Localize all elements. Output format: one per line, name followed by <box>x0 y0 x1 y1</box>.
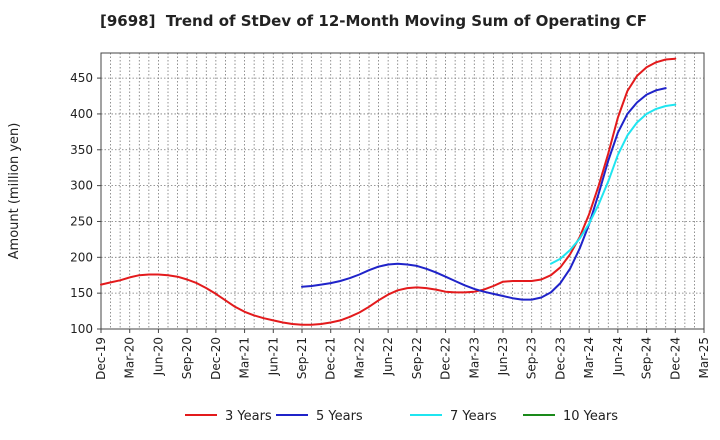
legend-label: 7 Years <box>450 409 497 424</box>
x-tick-label: Mar-22 <box>352 337 366 378</box>
x-tick-label: Mar-24 <box>582 337 596 378</box>
y-tick-label: 300 <box>70 179 93 193</box>
x-tick-label: Jun-23 <box>496 337 510 376</box>
x-tick-label: Jun-22 <box>381 337 395 376</box>
x-tick-label: Dec-22 <box>439 337 453 380</box>
x-tick-label: Sep-22 <box>410 337 424 379</box>
chart-title: [9698] Trend of StDev of 12-Month Moving… <box>100 12 648 30</box>
x-tick-label: Jun-24 <box>611 337 625 376</box>
x-tick-label: Dec-24 <box>668 337 682 380</box>
legend-label: 3 Years <box>225 409 272 424</box>
legend-label: 10 Years <box>563 409 618 424</box>
x-tick-label: Dec-21 <box>324 337 338 380</box>
x-tick-label: Sep-20 <box>180 337 194 379</box>
axes: 100 150 200 250 300 350 400 450 Dec-19 Mar-20 Jun-… <box>70 52 711 380</box>
y-tick-label: 400 <box>70 107 93 121</box>
x-tick-label: Dec-23 <box>553 337 567 380</box>
y-axis-title: Amount (million yen) <box>7 123 22 260</box>
x-tick-label: Mar-20 <box>123 337 137 378</box>
x-tick-label: Mar-25 <box>697 337 711 378</box>
legend-label: 5 Years <box>316 409 363 424</box>
legend: 3 Years 5 Years 7 Years 10 Years <box>185 409 618 424</box>
y-tick-label: 150 <box>70 286 93 300</box>
y-tick-label: 250 <box>70 214 93 228</box>
x-tick-label: Sep-23 <box>525 337 539 379</box>
x-tick-label: Mar-21 <box>238 337 252 378</box>
x-tick-label: Dec-19 <box>94 337 108 380</box>
x-tick-label: Sep-24 <box>640 337 654 379</box>
x-tick-label: Jun-21 <box>266 337 280 376</box>
y-tick-label: 200 <box>70 250 93 264</box>
y-tick-label: 350 <box>70 143 93 157</box>
y-tick-label: 100 <box>70 322 93 336</box>
plot-frame <box>100 52 705 330</box>
series-line <box>549 103 677 265</box>
plot-background <box>101 53 704 329</box>
series-lines <box>100 57 677 326</box>
y-tick-label: 450 <box>70 71 93 85</box>
x-tick-label: Sep-21 <box>295 337 309 379</box>
plot-area <box>101 53 704 329</box>
x-tick-label: Dec-20 <box>209 337 223 380</box>
x-tick-label: Jun-20 <box>151 337 165 376</box>
series-line <box>301 87 667 301</box>
x-tick-label: Mar-23 <box>467 337 481 378</box>
